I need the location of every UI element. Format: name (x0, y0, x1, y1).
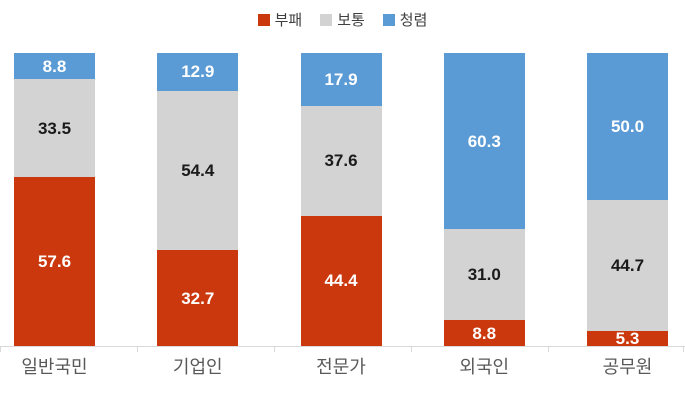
category-labels-row: 일반국민 기업인 전문가 외국인 공무원 (14, 353, 668, 379)
segment-value-label: 8.8 (42, 56, 67, 76)
stacked-bar-4: 60.3 31.0 8.8 (443, 52, 525, 346)
legend: 부패 보통 청렴 (0, 9, 685, 30)
bar-segment-neutral: 37.6 (300, 105, 382, 216)
bar-segment-neutral: 44.7 (587, 199, 668, 331)
bar-segment-neutral: 33.5 (14, 79, 95, 178)
bar-segment-clean: 12.9 (157, 53, 239, 91)
axis-tick (137, 347, 138, 352)
axis-tick (683, 347, 684, 352)
legend-label-neutral: 보통 (337, 12, 365, 29)
bar-segment-neutral: 31.0 (443, 229, 525, 321)
stacked-bar-2: 12.9 54.4 32.7 (157, 53, 239, 346)
category-label-3: 전문가 (316, 357, 366, 377)
category-label-5: 공무원 (602, 357, 653, 377)
segment-value-label: 57.6 (37, 252, 72, 272)
segment-value-label: 54.4 (181, 161, 215, 180)
bar-segment-corrupt: 44.4 (300, 215, 382, 346)
axis-tick (411, 347, 412, 352)
segment-value-label: 37.6 (324, 151, 358, 171)
legend-item-corrupt: 부패 (257, 9, 303, 30)
segment-value-label: 50.0 (610, 116, 645, 136)
legend-label-corrupt: 부패 (274, 12, 303, 29)
segment-value-label: 8.8 (472, 323, 497, 343)
segment-value-label: 60.3 (467, 131, 501, 151)
x-axis (0, 346, 685, 352)
bar-segment-corrupt: 32.7 (157, 250, 239, 346)
category-label-2: 기업인 (172, 357, 223, 377)
segment-value-label: 32.7 (181, 288, 215, 308)
segment-value-label: 5.3 (615, 328, 640, 348)
legend-item-clean: 청렴 (382, 9, 428, 30)
axis-tick (548, 347, 549, 352)
stacked-bar-3: 17.9 37.6 44.4 (300, 53, 382, 346)
bar-segment-corrupt: 8.8 (443, 320, 525, 346)
bars-row: 8.8 33.5 57.6 12.9 54.4 32.7 17.9 37.6 44.4 60.3 3… (14, 52, 668, 348)
legend-item-neutral: 보통 (320, 9, 365, 30)
bar-segment-clean: 60.3 (443, 52, 525, 230)
stacked-bar-5: 50.0 44.7 5.3 (587, 53, 668, 348)
legend-swatch-clean (382, 13, 395, 26)
axis-tick (274, 347, 275, 352)
bar-segment-neutral: 54.4 (157, 90, 239, 251)
stacked-bar-1: 8.8 33.5 57.6 (14, 53, 95, 346)
bar-segment-clean: 17.9 (300, 53, 382, 106)
segment-value-label: 33.5 (37, 118, 72, 138)
bar-segment-clean: 50.0 (587, 53, 668, 200)
category-label-1: 일반국민 (21, 357, 88, 377)
segment-value-label: 31.0 (467, 265, 501, 285)
bar-segment-corrupt: 5.3 (587, 328, 668, 348)
segment-value-label: 12.9 (181, 62, 215, 82)
category-label-4: 외국인 (459, 357, 510, 377)
segment-value-label: 17.9 (324, 70, 358, 90)
bar-segment-corrupt: 57.6 (14, 177, 95, 346)
legend-swatch-corrupt (257, 13, 270, 26)
segment-value-label: 44.4 (324, 271, 358, 291)
segment-value-label: 44.7 (610, 255, 645, 275)
axis-tick (0, 347, 1, 352)
legend-label-clean: 청렴 (399, 12, 428, 29)
legend-swatch-neutral (320, 13, 333, 26)
bar-segment-clean: 8.8 (14, 53, 95, 80)
